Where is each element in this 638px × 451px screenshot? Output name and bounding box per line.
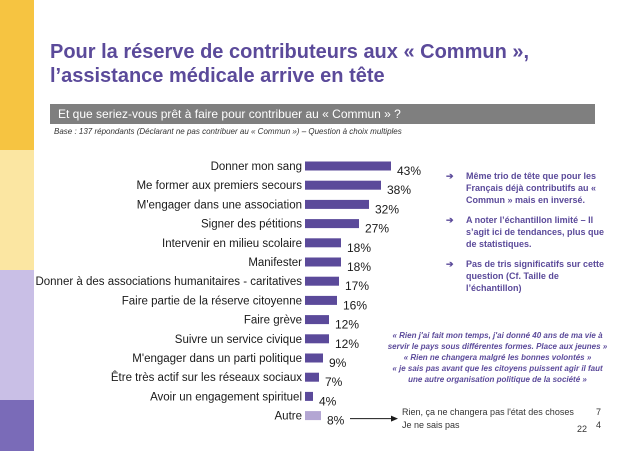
category-label: Être très actif sur les réseaux sociaux [111, 371, 302, 384]
category-label: Suivre un service civique [175, 334, 302, 346]
value-label: 32% [375, 202, 399, 216]
note-item: ➔ Pas de tris significatifs sur cette qu… [446, 258, 616, 294]
bar [305, 372, 319, 382]
quote-line: servir le pays sous différentes formes. … [387, 342, 608, 351]
autre-breakdown-value: 4 [596, 420, 602, 430]
category-label: Signer des pétitions [201, 219, 302, 231]
category-label: Donner mon sang [211, 161, 302, 173]
bar [305, 295, 337, 305]
arrow-head-icon [391, 415, 398, 422]
category-label: Donner à des associations humanitaires -… [35, 276, 302, 288]
base-note: Base : 137 répondants (Déclarant ne pas … [54, 127, 402, 136]
value-label: 38% [387, 183, 411, 197]
category-label: Me former aux premiers secours [136, 180, 302, 192]
title-line-2: l’assistance médicale arrive en tête [50, 65, 385, 87]
page-number: 22 [577, 424, 588, 434]
value-label: 12% [335, 318, 359, 332]
notes-panel: ➔ Même trio de tête que pour les Françai… [446, 170, 616, 302]
question-banner: Et que seriez-vous prêt à faire pour con… [50, 104, 595, 124]
bar [305, 315, 329, 325]
value-label: 18% [347, 241, 371, 255]
bar [305, 180, 381, 190]
arrow-right-icon: ➔ [446, 259, 454, 269]
value-label: 18% [347, 260, 371, 274]
autre-breakdown-label: Rien, ça ne changera pas l'état des chos… [402, 407, 574, 417]
quote-line: « Rien ne changera malgré les bonnes vol… [403, 353, 592, 362]
page-title: Pour la réserve de contributeurs aux « C… [50, 40, 610, 88]
quote-line: « Rien j'ai fait mon temps, j'ai donné 4… [392, 331, 603, 340]
category-label: Avoir un engagement spirituel [150, 391, 302, 403]
note-item: ➔ Même trio de tête que pour les Françai… [446, 170, 616, 206]
value-label: 27% [365, 222, 389, 236]
value-label: 8% [327, 414, 345, 428]
title-line-1: Pour la réserve de contributeurs aux « C… [50, 41, 530, 63]
sidebar-block-yellow [0, 0, 34, 150]
value-label: 9% [329, 356, 347, 370]
category-label: Faire grève [244, 315, 302, 327]
category-label: Autre [275, 411, 303, 423]
bar [305, 219, 359, 229]
bar [305, 238, 341, 248]
note-text: Pas de tris significatifs sur cette ques… [466, 259, 605, 293]
value-label: 43% [397, 164, 421, 178]
sidebar-block-light-yellow [0, 150, 34, 270]
bar [305, 276, 339, 286]
note-text: Même trio de tête que pour les Français … [466, 171, 597, 205]
bar [305, 391, 313, 401]
category-label: M'engager dans une association [137, 199, 302, 211]
arrow-right-icon: ➔ [446, 171, 454, 181]
note-text: A noter l’échantillon limité – Il s’agit… [466, 215, 605, 249]
verbatim-quotes: « Rien j'ai fait mon temps, j'ai donné 4… [370, 330, 625, 385]
arrow-right-icon: ➔ [446, 215, 454, 225]
quote-line: une autre organisation politique de la s… [408, 375, 587, 384]
bar [305, 353, 323, 363]
sidebar-block-purple [0, 400, 34, 451]
bar [305, 334, 329, 344]
category-label: Intervenir en milieu scolaire [162, 238, 302, 250]
sidebar-block-lavender [0, 270, 34, 400]
quote-line: « je sais pas avant que les citoyens pui… [392, 364, 603, 373]
value-label: 7% [325, 375, 343, 389]
category-label: M'engager dans un parti politique [132, 353, 302, 365]
value-label: 16% [343, 298, 367, 312]
autre-breakdown-value: 7 [596, 407, 602, 417]
value-label: 17% [345, 279, 369, 293]
category-label: Faire partie de la réserve citoyenne [122, 295, 302, 307]
bar [305, 411, 321, 421]
note-item: ➔ A noter l’échantillon limité – Il s’ag… [446, 214, 616, 250]
bar [305, 199, 369, 209]
bar [305, 161, 391, 171]
value-label: 12% [335, 337, 359, 351]
autre-breakdown-label: Je ne sais pas [402, 420, 460, 430]
value-label: 4% [319, 394, 337, 408]
sidebar-decoration [0, 0, 34, 451]
category-label: Manifester [248, 257, 302, 269]
bar [305, 257, 341, 267]
